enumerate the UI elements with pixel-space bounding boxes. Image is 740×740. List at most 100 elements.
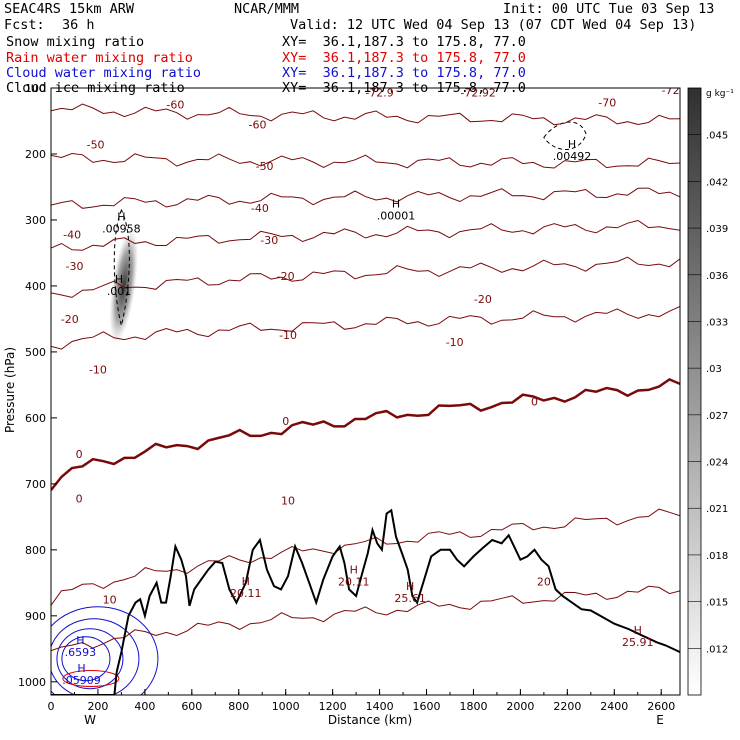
axes: 0 200 400 600 800 1000 1200 1400 1600 1800 2000 220… — [18, 82, 675, 713]
fcst-value: 36 h — [62, 17, 95, 33]
isotherm-label: -72 — [662, 84, 680, 97]
west-label: W — [84, 713, 96, 727]
isotherm-line — [51, 152, 680, 169]
high-value: 25.91 — [622, 636, 654, 649]
x-tick-label: 400 — [134, 700, 155, 713]
high-marker: H — [115, 273, 123, 286]
x-tick-label: 800 — [228, 700, 249, 713]
isotherm-label: -70 — [598, 97, 616, 110]
y-tick-label: 800 — [25, 544, 46, 557]
high-marker: H — [76, 634, 84, 647]
y-tick-label: 1000 — [18, 676, 46, 689]
snow-shading — [109, 228, 139, 344]
high-value: 20.11 — [338, 576, 370, 589]
high-value: .00492 — [553, 150, 592, 163]
cloud-ice-contour-east — [543, 121, 587, 150]
isotherm-line — [51, 187, 680, 209]
y-tick-label: 900 — [25, 610, 46, 623]
isotherm-line — [51, 52, 680, 65]
isotherm-label: -20 — [277, 270, 295, 283]
field-cloudwater-xy: XY= 36.1,187.3 to 175.8, 77.0 — [282, 65, 526, 81]
isotherm-label: -10 — [89, 364, 107, 377]
colorbar-tick-label: .039 — [706, 224, 728, 235]
colorbar-tick-label: .018 — [706, 551, 728, 562]
isotherm-line — [51, 256, 680, 298]
colorbar-tick-label: .042 — [706, 177, 728, 188]
mixing-ratio-fill — [51, 121, 587, 695]
x-tick-label: 2600 — [647, 700, 675, 713]
isotherm-label: -60 — [166, 98, 184, 111]
isotherm-label: 0 — [282, 415, 289, 428]
colorbar-tick-label: .015 — [706, 598, 728, 609]
isotherm-line — [51, 305, 680, 350]
isotherm-line — [51, 377, 680, 491]
plot-frame — [50, 87, 681, 696]
isotherm-line — [51, 508, 680, 606]
y-tick-label: 300 — [25, 214, 46, 227]
colorbar-tick-label: .027 — [706, 411, 728, 422]
high-value: .6593 — [65, 646, 97, 659]
colorbar: g kg⁻¹ .045 .042 .039 .036 .033 .03 .027 .024 .0… — [687, 87, 734, 696]
cloud-water-contour — [51, 618, 140, 695]
org-title: NCAR/MMM — [234, 1, 300, 17]
x-tick-label: 0 — [48, 700, 55, 713]
high-value: .05909 — [62, 674, 101, 687]
isotherm-label: -50 — [87, 139, 105, 152]
isotherm-label: -40 — [251, 202, 269, 215]
valid-time: Valid: 12 UTC Wed 04 Sep 13 (07 CDT Wed … — [290, 17, 697, 33]
x-tick-label: 2000 — [506, 700, 534, 713]
x-axis-label: Distance (km) — [328, 713, 412, 727]
isotherm-label: -10 — [279, 329, 297, 342]
high-marker: H — [634, 624, 642, 637]
y-tick-label: 200 — [25, 148, 46, 161]
x-tick-label: 1000 — [272, 700, 300, 713]
field-snow-name: Snow mixing ratio — [6, 34, 145, 50]
terrain-profile — [51, 508, 680, 695]
field-cloudwater-name: Cloud water mixing ratio — [6, 65, 202, 81]
colorbar-tick-label: .036 — [706, 271, 728, 282]
cloud-water-contour — [56, 628, 124, 690]
isotherm-label: 20 — [537, 576, 551, 589]
isotherm-label: -30 — [65, 260, 83, 273]
x-tick-label: 200 — [87, 700, 108, 713]
colorbar-tick-label: .033 — [706, 317, 728, 328]
high-marker: H — [350, 564, 358, 577]
init-time: Init: 00 UTC Tue 03 Sep 13 — [503, 1, 715, 17]
cloud-water-contour — [51, 606, 159, 695]
field-snow-xy: XY= 36.1,187.3 to 175.8, 77.0 — [282, 34, 526, 50]
x-tick-label: 1600 — [413, 700, 441, 713]
y-tick-label: 400 — [25, 280, 46, 293]
isotherm-label: 10 — [281, 494, 295, 507]
high-value: 20.11 — [230, 587, 262, 600]
high-marker: H — [568, 138, 576, 151]
isotherm-line — [51, 219, 680, 251]
isotherm-label: -10 — [446, 336, 464, 349]
terrain-line — [51, 508, 680, 695]
isotherm-label: 0 — [531, 395, 538, 408]
x-tick-label: 2200 — [553, 700, 581, 713]
x-tick-label: 1200 — [319, 700, 347, 713]
isotherm-label: -40 — [63, 228, 81, 241]
y-axis-label: Pressure (hPa) — [3, 347, 17, 433]
fcst-label: Fcst: — [4, 17, 45, 33]
x-tick-label: 1400 — [366, 700, 394, 713]
isotherm-label: 0 — [76, 492, 83, 505]
x-tick-label: 600 — [181, 700, 202, 713]
high-marker: H — [77, 662, 85, 675]
high-value: 25.61 — [394, 592, 426, 605]
isotherm-line — [51, 72, 680, 87]
y-tick-label: 100 — [25, 82, 46, 95]
colorbar-tick-label: .012 — [706, 644, 728, 655]
contour-labels: -72 -72.92 -72.9 -70 -60 -60 -50 -50 -40 -40 -30 -3… — [61, 84, 680, 687]
field-rain-name: Rain water mixing ratio — [6, 50, 193, 66]
model-title: SEAC4RS 15km ARW — [4, 1, 135, 17]
isotherm-label: 0 — [76, 448, 83, 461]
high-marker: H — [242, 575, 250, 588]
x-tick-label: 1800 — [459, 700, 487, 713]
isotherm-label: -50 — [256, 160, 274, 173]
isotherm-line — [51, 585, 680, 652]
isotherm-line — [51, 103, 680, 126]
east-label: E — [656, 713, 664, 727]
colorbar-tick-label: .045 — [706, 131, 728, 142]
